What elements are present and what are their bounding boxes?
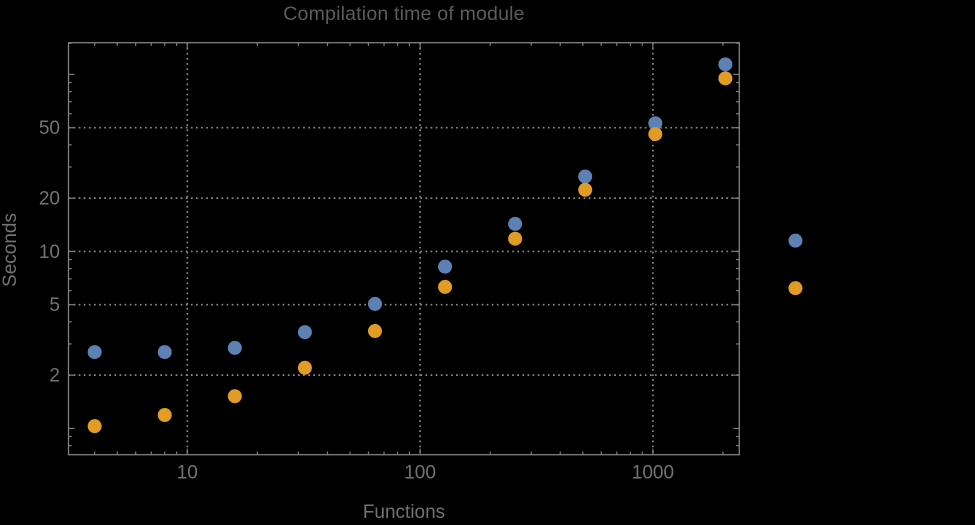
x-tick-label: 100 xyxy=(404,463,436,484)
data-point-orange xyxy=(157,408,172,423)
data-point-blue xyxy=(227,340,242,355)
data-point-orange xyxy=(788,281,803,296)
chart-title: Compilation time of module xyxy=(283,3,525,25)
x-tick-label: 1000 xyxy=(632,463,674,484)
data-point-blue xyxy=(367,296,382,311)
data-point-blue xyxy=(648,116,663,131)
y-tick-label: 20 xyxy=(39,189,60,210)
data-point-orange xyxy=(718,71,733,86)
data-point-blue xyxy=(718,57,733,72)
plot-frame xyxy=(67,42,740,456)
data-point-blue xyxy=(508,216,523,231)
data-point-blue xyxy=(297,325,312,340)
data-point-orange xyxy=(297,360,312,375)
data-point-blue xyxy=(438,259,453,274)
data-point-orange xyxy=(87,419,102,434)
x-axis-title: Functions xyxy=(362,502,446,523)
data-point-orange xyxy=(648,127,663,142)
data-point-orange xyxy=(438,279,453,294)
data-point-orange xyxy=(578,182,593,197)
data-point-orange xyxy=(367,324,382,339)
data-point-blue xyxy=(87,345,102,360)
y-tick-label: 5 xyxy=(49,295,60,316)
x-tick-label: 10 xyxy=(177,463,198,484)
data-point-blue xyxy=(578,169,593,184)
data-point-orange xyxy=(508,231,523,246)
data-point-blue xyxy=(157,345,172,360)
data-point-blue xyxy=(788,233,803,248)
y-tick-label: 50 xyxy=(39,118,60,139)
data-point-orange xyxy=(227,389,242,404)
y-tick-label: 10 xyxy=(39,242,60,263)
y-tick-label: 2 xyxy=(49,366,60,387)
